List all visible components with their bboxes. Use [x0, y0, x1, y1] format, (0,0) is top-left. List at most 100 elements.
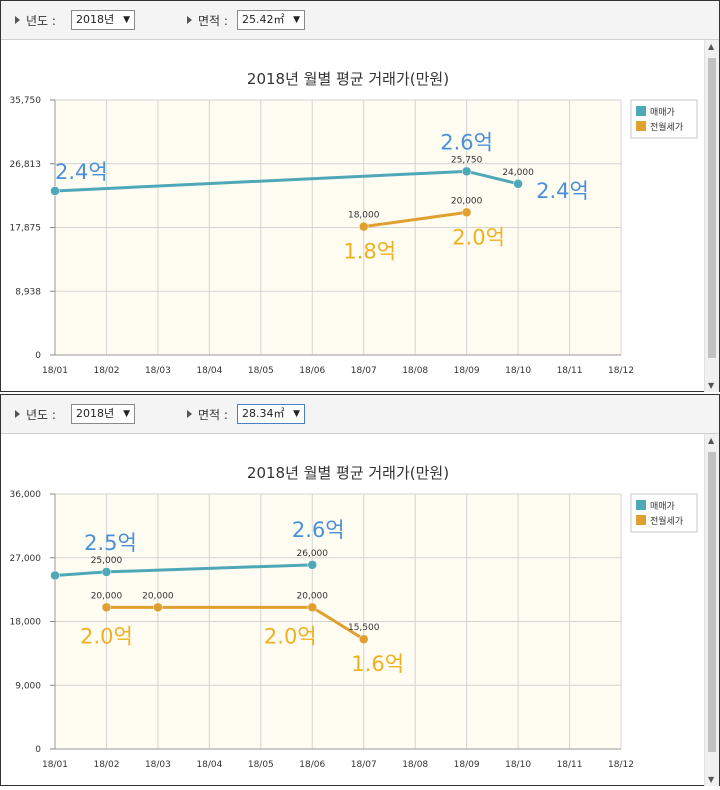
x-tick-label: 18/08 [402, 366, 428, 376]
legend-label: 매매가 [650, 107, 675, 118]
scroll-down-icon[interactable]: ▼ [708, 381, 715, 390]
y-tick-label: 35,750 [10, 96, 42, 106]
y-tick-label: 0 [35, 351, 41, 361]
x-tick-label: 18/05 [248, 366, 274, 376]
area-filter-label: 면적 : [187, 12, 228, 29]
filter-bar: 년도 : 2018년 ▼ 면적 : 25.42㎡ ▼ [1, 1, 719, 40]
area-select[interactable]: 28.34㎡ ▼ [237, 404, 305, 424]
x-tick-label: 18/07 [351, 760, 377, 770]
line-chart: 2018년 월별 평균 거래가(만원) 18/01 18/02 18/03 18/04 1… [10, 464, 698, 770]
data-point [50, 186, 60, 196]
x-tick-label: 18/03 [145, 366, 171, 376]
annotation-label: 2.5억 [84, 531, 137, 555]
legend-swatch [636, 500, 646, 510]
x-tick-label: 18/10 [505, 760, 531, 770]
annotation-label: 2.6억 [292, 518, 345, 542]
year-label-text: 년도 : [26, 408, 56, 422]
annotation-label: 1.6억 [351, 652, 404, 676]
scroll-up-icon[interactable]: ▲ [708, 42, 715, 51]
chevron-down-icon: ▼ [123, 409, 130, 419]
data-point [153, 602, 163, 613]
x-tick-label: 18/04 [196, 366, 222, 376]
scroll-down-icon[interactable]: ▼ [708, 775, 715, 784]
year-filter-label: 년도 : [15, 406, 56, 423]
chart-title: 2018년 월별 평균 거래가(만원) [247, 70, 449, 88]
x-tick-label: 18/10 [505, 366, 531, 376]
scroll-thumb[interactable] [708, 452, 716, 752]
x-tick-label: 18/05 [248, 760, 274, 770]
vertical-scrollbar[interactable]: ▲ ▼ [704, 434, 719, 786]
data-point [358, 221, 369, 232]
annotation-label: 2.0억 [452, 225, 505, 249]
filter-bar: 년도 : 2018년 ▼ 면적 : 28.34㎡ ▼ [1, 395, 719, 434]
data-point [358, 634, 369, 644]
data-label: 25,000 [91, 556, 123, 566]
data-point [513, 179, 523, 189]
triangle-right-icon [187, 410, 192, 418]
year-select[interactable]: 2018년 ▼ [71, 404, 135, 424]
x-tick-label: 18/12 [608, 366, 634, 376]
year-filter-label: 년도 : [15, 12, 56, 29]
legend-swatch [636, 121, 646, 131]
x-tick-label: 18/09 [454, 760, 480, 770]
data-label: 20,000 [297, 591, 329, 601]
x-tick-label: 18/06 [299, 760, 325, 770]
data-point [101, 602, 112, 613]
year-label-text: 년도 : [26, 14, 56, 28]
data-label: 20,000 [451, 196, 483, 206]
vertical-scrollbar[interactable]: ▲ ▼ [704, 40, 719, 392]
y-tick-label: 9,000 [15, 681, 41, 691]
area-select[interactable]: 25.42㎡ ▼ [237, 10, 305, 30]
data-label: 20,000 [91, 591, 123, 601]
scroll-thumb[interactable] [708, 58, 716, 358]
y-tick-label: 18,000 [10, 618, 42, 628]
y-tick-label: 36,000 [10, 490, 42, 500]
x-tick-label: 18/02 [93, 366, 119, 376]
x-tick-label: 18/09 [454, 366, 480, 376]
y-tick-label: 17,875 [10, 224, 42, 234]
y-tick-label: 0 [35, 745, 41, 755]
legend-swatch [636, 106, 646, 116]
area-label-text: 면적 : [198, 408, 228, 422]
data-label: 18,000 [348, 211, 380, 221]
series-line [106, 605, 365, 641]
data-label: 24,000 [502, 168, 534, 178]
data-label: 26,000 [297, 549, 329, 559]
year-select[interactable]: 2018년 ▼ [71, 10, 135, 30]
scroll-up-icon[interactable]: ▲ [708, 436, 715, 445]
area-select-value: 28.34㎡ [242, 407, 285, 420]
data-point [461, 207, 472, 218]
data-point [50, 570, 60, 581]
data-label: 25,750 [451, 155, 483, 165]
x-tick-label: 18/01 [42, 366, 68, 376]
chevron-down-icon: ▼ [293, 409, 300, 419]
x-tick-label: 18/11 [557, 366, 583, 376]
data-point [101, 567, 112, 577]
area-filter-label: 면적 : [187, 406, 228, 423]
y-tick-label: 26,813 [10, 160, 42, 170]
x-tick-label: 18/08 [402, 760, 428, 770]
data-point [461, 166, 472, 177]
year-select-value: 2018년 [76, 13, 115, 26]
series-line [363, 210, 467, 229]
chevron-down-icon: ▼ [123, 15, 130, 25]
data-label: 20,000 [142, 591, 174, 601]
legend-label: 전월세가 [650, 515, 683, 527]
chart-panel-1: 년도 : 2018년 ▼ 면적 : 25.42㎡ ▼ 2018년 월별 평균 거래가… [0, 0, 720, 392]
area-label-text: 면적 : [198, 14, 228, 28]
annotation-label: 2.0억 [264, 624, 317, 648]
data-point [307, 560, 318, 570]
triangle-right-icon [15, 410, 20, 418]
chart-panel-2: 년도 : 2018년 ▼ 면적 : 28.34㎡ ▼ 2018년 월별 평균 거래가… [0, 394, 720, 786]
line-chart: 2018년 월별 평균 거래가(만원) 18/01 18/02 18/03 18/04 1… [10, 70, 698, 376]
legend-label: 매매가 [650, 501, 675, 512]
data-label: 15,500 [348, 623, 380, 633]
chevron-down-icon: ▼ [293, 15, 300, 25]
x-tick-label: 18/04 [196, 760, 222, 770]
triangle-right-icon [187, 16, 192, 24]
chart-area: 2018년 월별 평균 거래가(만원) 18/01 18/02 18/03 18/04 1… [1, 434, 705, 786]
annotation-label: 2.4억 [536, 179, 589, 203]
y-tick-label: 27,000 [10, 554, 42, 564]
x-tick-label: 18/11 [557, 760, 583, 770]
chart-area: 2018년 월별 평균 거래가(만원) 18/01 18/02 18/03 18/04 1… [1, 40, 705, 392]
